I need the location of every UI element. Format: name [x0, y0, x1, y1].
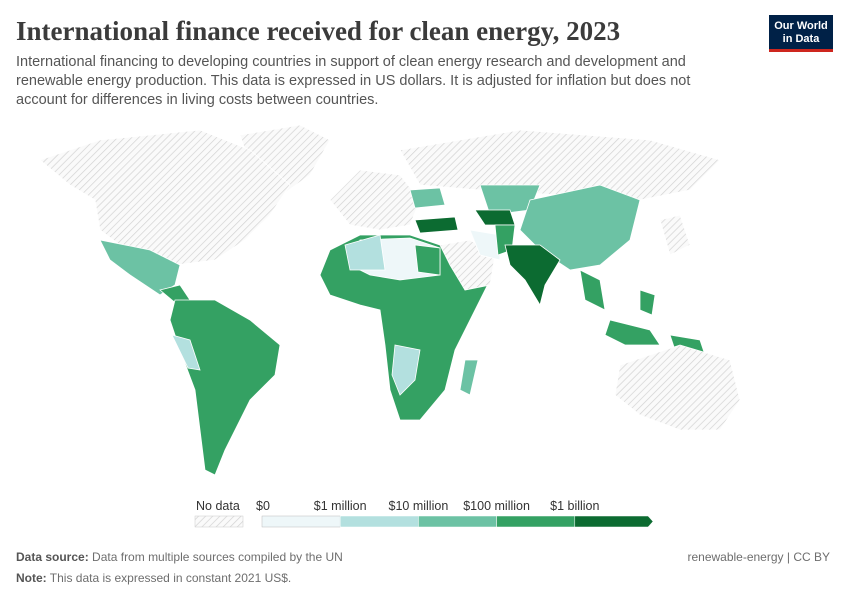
region: [474, 209, 516, 226]
subtitle: International financing to developing co…: [16, 54, 686, 70]
region: [659, 214, 691, 256]
logo-text: in Data: [783, 33, 821, 45]
region: [409, 187, 446, 209]
legend-swatch: [339, 515, 419, 528]
region: [171, 334, 201, 371]
subtitle: account for differences in living costs …: [16, 92, 378, 108]
region: [414, 216, 459, 234]
license[interactable]: renewable-energy | CC BY: [687, 550, 830, 564]
region: [459, 359, 479, 396]
region: [604, 319, 661, 346]
legend-swatch: [418, 515, 497, 528]
region: [579, 269, 606, 311]
source-label: Data source:: [16, 550, 89, 564]
legend-label: $1 million: [314, 499, 367, 513]
legend-label: No data: [196, 499, 240, 513]
region: [469, 229, 501, 261]
region: [614, 344, 741, 431]
legend: No data $0 $1 million $10 million $100 mill…: [194, 499, 654, 528]
region: [391, 344, 421, 396]
logo-text: Our World: [774, 20, 828, 32]
region: [39, 129, 291, 266]
note-text: This data is expressed in constant 2021 …: [50, 571, 291, 585]
legend-swatch: [496, 515, 576, 528]
region: [639, 289, 656, 316]
legend-label: $0: [256, 499, 270, 513]
no-data-swatch: [194, 515, 244, 528]
region: [344, 234, 386, 271]
region: [504, 244, 561, 307]
region: [319, 234, 491, 421]
map: [39, 124, 741, 476]
subtitle: renewable energy production. This data i…: [16, 73, 690, 89]
legend-label: $1 billion: [550, 499, 599, 513]
region: [399, 129, 721, 201]
region: [169, 299, 281, 476]
region: [329, 169, 421, 231]
title: International finance received for clean…: [16, 16, 620, 46]
legend-label: $100 million: [463, 499, 530, 513]
source: Data source: Data from multiple sources …: [16, 550, 343, 564]
legend-swatch: [574, 515, 654, 528]
logo[interactable]: Our World in Data: [769, 15, 833, 52]
legend-swatch: [261, 515, 341, 528]
region: [519, 184, 641, 271]
note-label: Note:: [16, 571, 47, 585]
region: [414, 244, 441, 276]
note: Note: This data is expressed in constant…: [16, 571, 291, 585]
source-text: Data from multiple sources compiled by t…: [92, 550, 343, 564]
legend-label: $10 million: [389, 499, 449, 513]
